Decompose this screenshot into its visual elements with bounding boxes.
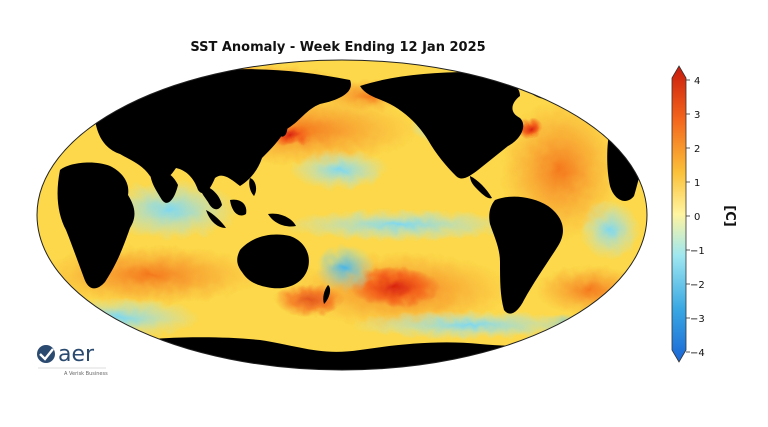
colorbar-tick-label: −1 xyxy=(690,246,705,257)
aer-logo: aer A Verisk Business xyxy=(37,342,108,377)
aer-logo-mark xyxy=(37,345,55,363)
colorbar-tick-label: −2 xyxy=(690,280,705,291)
colorbar-tick-label: 3 xyxy=(694,110,700,121)
colorbar-unit-label: [C] xyxy=(722,205,737,226)
anomaly-cool-tropical-atlantic xyxy=(580,200,640,260)
colorbar-ticks xyxy=(686,79,690,353)
colorbar-tick-label: 0 xyxy=(694,212,700,223)
land-africa xyxy=(57,162,135,289)
colorbar-tick-label: 1 xyxy=(694,178,700,189)
aer-logo-tagline: A Verisk Business xyxy=(64,371,108,377)
land-eurasia xyxy=(95,69,351,194)
land-japan xyxy=(278,119,288,137)
land-australia xyxy=(237,234,309,289)
anomaly-hot-gulf-stream xyxy=(516,118,544,138)
land-india xyxy=(150,169,178,203)
land-sumatra xyxy=(206,210,226,228)
land-north-america xyxy=(360,72,524,179)
map-title: SST Anomaly - Week Ending 12 Jan 2025 xyxy=(190,40,486,55)
aer-logo-name: aer xyxy=(58,342,95,367)
colorbar-gradient xyxy=(671,65,687,363)
land-central-america xyxy=(470,176,492,199)
globe-outline xyxy=(36,59,648,371)
land-indochina xyxy=(200,185,222,210)
anomaly-cool-south-pacific xyxy=(315,244,375,292)
land-new-zealand xyxy=(323,285,331,304)
colorbar-tick-label: −4 xyxy=(690,348,705,359)
anomaly-cool-southern-ocean-east xyxy=(350,311,590,339)
colorbar-tick-label: −3 xyxy=(690,314,705,325)
land-south-america xyxy=(489,196,563,314)
land-borneo xyxy=(230,199,247,216)
colorbar-tick-label: 4 xyxy=(694,76,700,87)
ocean-layer xyxy=(37,60,647,370)
colorbar-tick-label: 2 xyxy=(694,144,700,155)
anomaly-cool-eastern-pacific xyxy=(280,209,520,241)
land-new-guinea xyxy=(268,213,296,227)
land-philippines xyxy=(249,178,257,196)
anomaly-cool-central-pacific xyxy=(290,150,390,190)
